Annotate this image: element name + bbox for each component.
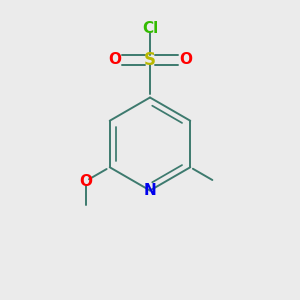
Text: O: O bbox=[108, 52, 121, 68]
Text: N: N bbox=[144, 183, 156, 198]
Text: S: S bbox=[144, 51, 156, 69]
Text: O: O bbox=[79, 173, 92, 189]
Text: O: O bbox=[179, 52, 192, 68]
Text: Cl: Cl bbox=[142, 21, 158, 36]
